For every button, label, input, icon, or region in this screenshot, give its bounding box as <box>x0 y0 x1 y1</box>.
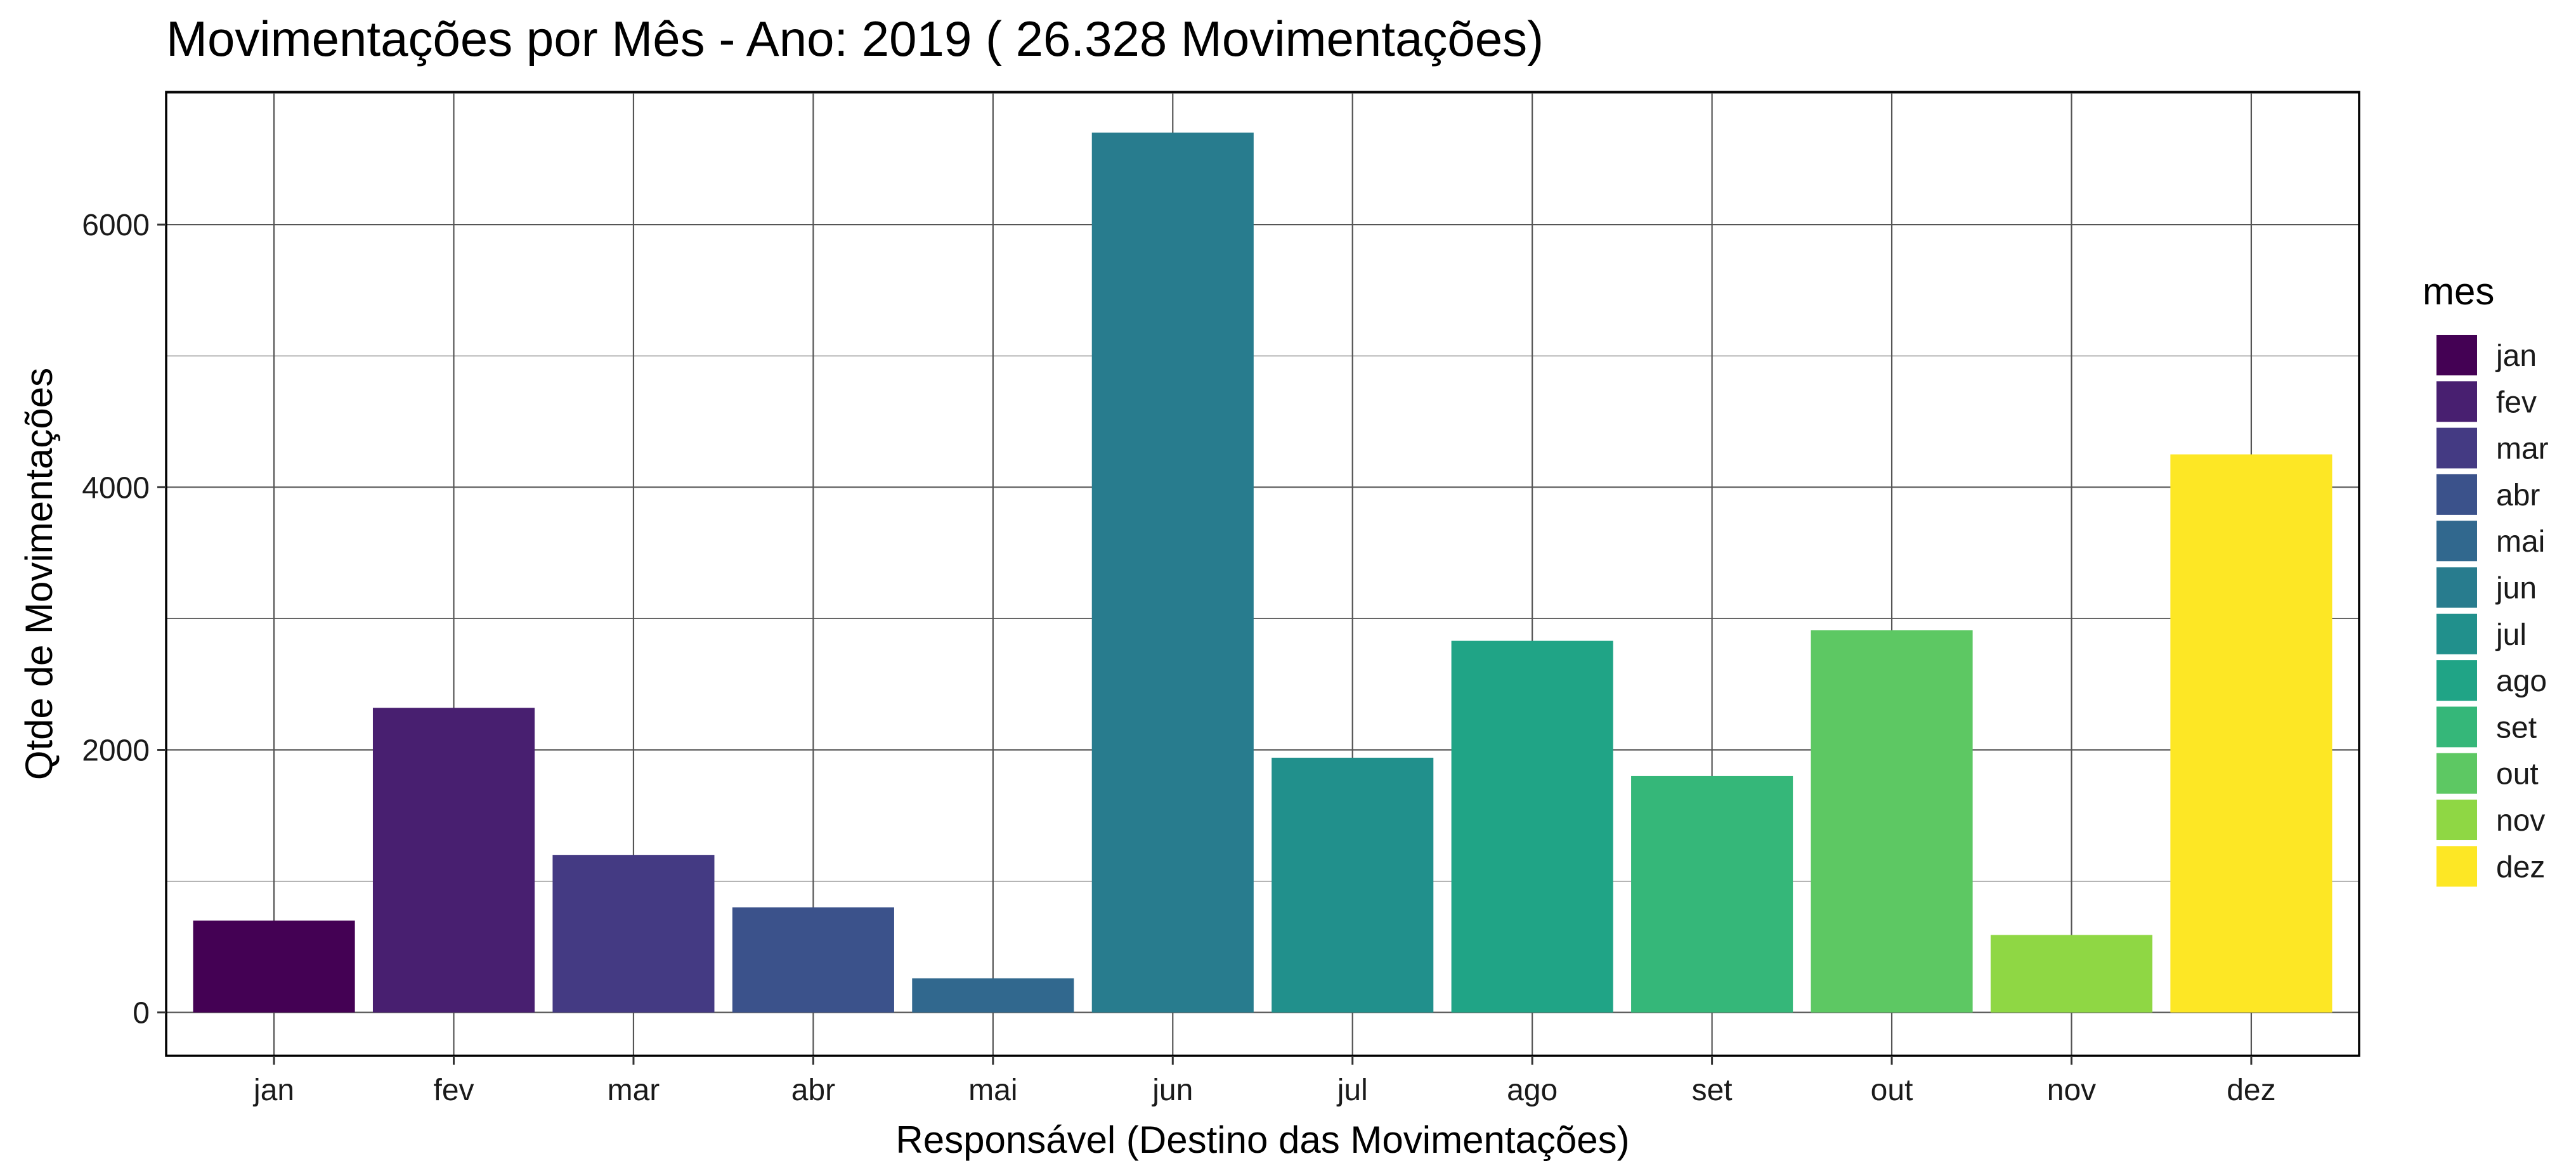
y-tick-label: 6000 <box>82 209 150 242</box>
legend-label-fev: fev <box>2496 386 2537 419</box>
x-axis-title: Responsável (Destino das Movimentações) <box>895 1119 1629 1161</box>
legend-key-jan <box>2436 335 2477 375</box>
x-tick-label-mai: mai <box>968 1074 1017 1107</box>
legend-label-jun: jun <box>2495 572 2537 606</box>
legend-label-jul: jul <box>2495 618 2527 652</box>
bars <box>193 133 2332 1013</box>
y-axis-title: Qtde de Movimentações <box>18 368 60 780</box>
y-tick-label: 0 <box>133 997 150 1030</box>
legend-key-jun <box>2436 567 2477 608</box>
x-tick-label-jul: jul <box>1336 1074 1368 1107</box>
bar-jan <box>193 920 355 1013</box>
x-tick-label-dez: dez <box>2227 1074 2275 1107</box>
x-tick-label-jun: jun <box>1151 1074 1193 1107</box>
legend-label-set: set <box>2496 711 2537 744</box>
bar-nov <box>1990 935 2153 1013</box>
chart-title: Movimentações por Mês - Ano: 2019 ( 26.3… <box>166 11 1544 67</box>
x-axis: jan fev mar abr mai jun jul ago set out nov dez <box>252 1056 2276 1107</box>
x-tick-label-nov: nov <box>2047 1074 2096 1107</box>
x-tick-label-jan: jan <box>252 1074 294 1107</box>
legend-key-fev <box>2436 381 2477 422</box>
bar-fev <box>372 708 535 1013</box>
y-axis: 0 2000 4000 6000 <box>82 209 166 1030</box>
bar-out <box>1811 630 1973 1013</box>
legend-label-abr: abr <box>2496 479 2540 512</box>
x-tick-label-abr: abr <box>791 1074 835 1107</box>
bar-ago <box>1451 640 1613 1013</box>
legend-label-mar: mar <box>2496 432 2549 466</box>
legend-label-ago: ago <box>2496 665 2547 698</box>
legend-key-jul <box>2436 613 2477 654</box>
legend: mes jan fev mar abr mai jun jul ago set out nov dez <box>2423 270 2549 887</box>
x-tick-label-fev: fev <box>433 1074 474 1107</box>
legend-label-dez: dez <box>2496 850 2545 884</box>
bar-mai <box>912 978 1074 1013</box>
y-tick-label: 4000 <box>82 471 150 505</box>
y-tick-label: 2000 <box>82 734 150 767</box>
bar-mar <box>552 855 715 1013</box>
x-tick-label-ago: ago <box>1507 1074 1558 1107</box>
legend-label-mai: mai <box>2496 525 2545 559</box>
legend-label-jan: jan <box>2495 339 2537 373</box>
legend-key-mai <box>2436 521 2477 562</box>
bar-jun <box>1091 133 1254 1013</box>
bar-set <box>1631 776 1793 1013</box>
legend-key-out <box>2436 753 2477 794</box>
legend-key-nov <box>2436 800 2477 840</box>
x-tick-label-out: out <box>1871 1074 1913 1107</box>
legend-title: mes <box>2423 270 2494 313</box>
plot-panel-border <box>165 91 2360 1057</box>
bar-jul <box>1272 757 1434 1013</box>
legend-key-mar <box>2436 427 2477 469</box>
legend-key-ago <box>2436 660 2477 701</box>
x-tick-label-mar: mar <box>608 1074 660 1107</box>
legend-label-out: out <box>2496 758 2539 791</box>
legend-key-abr <box>2436 474 2477 515</box>
x-tick-label-set: set <box>1692 1074 1733 1107</box>
bar-dez <box>2170 454 2332 1013</box>
legend-key-dez <box>2436 846 2477 887</box>
legend-key-set <box>2436 706 2477 748</box>
bar-abr <box>732 907 894 1013</box>
legend-label-nov: nov <box>2496 804 2545 838</box>
